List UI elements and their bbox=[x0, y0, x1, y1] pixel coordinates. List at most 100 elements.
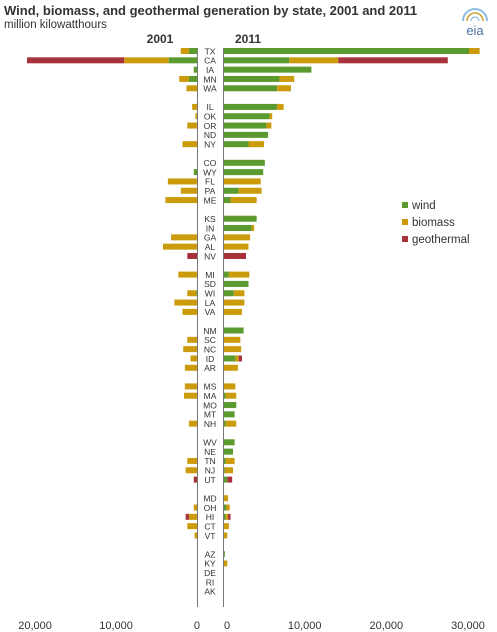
bar-2001-biomass bbox=[184, 364, 197, 371]
bar-2011-wind bbox=[224, 392, 226, 399]
bar-2001-wind bbox=[188, 48, 197, 54]
bar-2011-wind bbox=[224, 457, 226, 464]
bar-2001-biomass bbox=[188, 513, 197, 520]
bar-2011-biomass bbox=[224, 560, 228, 567]
bar-2001-biomass bbox=[180, 48, 189, 54]
bar-2011-wind bbox=[224, 141, 249, 148]
bar-2011-biomass bbox=[233, 290, 245, 297]
bar-2011-biomass bbox=[224, 308, 242, 315]
bar-2011-biomass bbox=[277, 103, 284, 110]
bar-2011-biomass bbox=[469, 48, 480, 54]
legend-label-geothermal: geothermal bbox=[412, 234, 470, 246]
bar-2011-wind bbox=[224, 122, 267, 129]
bar-2001-biomass bbox=[188, 420, 197, 427]
bar-2001-biomass bbox=[187, 523, 197, 530]
bar-2011-wind bbox=[224, 551, 225, 558]
state-label: MS bbox=[204, 382, 217, 392]
state-label: SC bbox=[204, 335, 216, 345]
bar-2011-wind bbox=[224, 131, 269, 138]
state-label: MN bbox=[203, 74, 216, 84]
bar-2011-biomass bbox=[251, 225, 255, 232]
bar-2011-wind bbox=[224, 215, 257, 222]
bar-2001-geothermal bbox=[187, 252, 197, 259]
bar-2011-wind bbox=[224, 85, 278, 92]
bar-2011-wind bbox=[224, 75, 280, 82]
state-label: ID bbox=[206, 354, 215, 364]
bar-2011-geothermal bbox=[228, 513, 231, 520]
bar-2011-wind bbox=[224, 48, 469, 54]
bar-2001-biomass bbox=[183, 346, 197, 353]
chart-subtitle: million kilowatthours bbox=[4, 19, 107, 31]
bar-2011-biomass bbox=[225, 392, 237, 399]
state-label: KY bbox=[204, 559, 216, 569]
bar-2011-biomass bbox=[224, 364, 238, 371]
bar-2011-wind bbox=[224, 467, 225, 474]
x-tick-label-2001: 10,000 bbox=[99, 620, 133, 632]
bar-2011-wind bbox=[224, 355, 236, 362]
legend-swatch-wind bbox=[402, 202, 408, 208]
state-label: CA bbox=[204, 56, 216, 66]
bar-2011-biomass bbox=[235, 355, 239, 362]
legend-swatch-biomass bbox=[402, 219, 408, 225]
state-label: GA bbox=[204, 233, 217, 243]
state-label: NH bbox=[204, 419, 216, 429]
bar-2001-biomass bbox=[184, 383, 197, 390]
bar-2011-wind bbox=[224, 402, 237, 409]
bar-2011-biomass bbox=[226, 504, 230, 511]
bar-2011-geothermal bbox=[224, 252, 247, 259]
bar-2011-wind bbox=[224, 411, 235, 418]
bar-2001-biomass bbox=[190, 355, 197, 362]
state-label: NY bbox=[204, 139, 216, 149]
bar-2001-biomass bbox=[182, 141, 197, 148]
bar-2011-geothermal bbox=[238, 355, 242, 362]
bar-2001-wind bbox=[193, 169, 197, 176]
bar-2011-wind bbox=[224, 159, 265, 166]
bar-2001-biomass bbox=[185, 467, 197, 474]
bar-2011-biomass bbox=[238, 187, 262, 194]
bar-2001-biomass bbox=[187, 122, 197, 129]
state-label: AZ bbox=[205, 549, 216, 559]
bar-2011-biomass bbox=[224, 178, 261, 185]
state-label: ME bbox=[204, 195, 217, 205]
bar-2001-wind bbox=[193, 66, 197, 73]
state-label: TN bbox=[204, 456, 215, 466]
x-tick-label-2011: 10,000 bbox=[288, 620, 322, 632]
bar-2011-wind bbox=[224, 420, 226, 427]
state-label: WY bbox=[203, 167, 217, 177]
bar-2001-biomass bbox=[187, 457, 197, 464]
bar-2011-wind bbox=[224, 187, 239, 194]
bar-2011-geothermal bbox=[227, 476, 233, 483]
state-label: PA bbox=[205, 186, 216, 196]
bar-2001-geothermal bbox=[185, 513, 189, 520]
x-tick-label-2011: 30,000 bbox=[451, 620, 485, 632]
bar-2011-biomass bbox=[230, 197, 257, 204]
bar-2011-biomass bbox=[289, 57, 339, 64]
bar-2011-wind bbox=[224, 169, 264, 176]
state-label: IN bbox=[206, 223, 215, 233]
bar-2011-geothermal bbox=[338, 57, 448, 64]
bar-2001-biomass bbox=[163, 243, 197, 250]
bar-2011-wind bbox=[224, 280, 249, 287]
state-label: OH bbox=[204, 503, 217, 513]
state-label: WV bbox=[203, 438, 217, 448]
state-label: RI bbox=[206, 577, 215, 587]
state-label: TX bbox=[205, 46, 216, 56]
bar-2011-biomass bbox=[248, 141, 265, 148]
bar-2001-biomass bbox=[174, 299, 197, 306]
bar-2011-biomass bbox=[224, 346, 242, 353]
bar-2001-biomass bbox=[187, 336, 197, 343]
bar-2011-wind bbox=[224, 290, 234, 297]
state-label: CT bbox=[204, 521, 215, 531]
bar-2011-biomass bbox=[224, 467, 233, 474]
eia-logo: eia bbox=[462, 8, 488, 38]
bar-2001-biomass bbox=[180, 187, 197, 194]
state-label: MA bbox=[204, 391, 217, 401]
bar-2011-wind bbox=[224, 271, 229, 278]
state-label: AK bbox=[204, 587, 216, 597]
bar-2011-biomass bbox=[224, 523, 229, 530]
legend-label-biomass: biomass bbox=[412, 217, 455, 229]
bar-2011-wind bbox=[224, 66, 312, 73]
bar-2001-biomass bbox=[178, 271, 197, 278]
x-tick-label-2011: 20,000 bbox=[370, 620, 404, 632]
bar-2001-biomass bbox=[179, 75, 189, 82]
